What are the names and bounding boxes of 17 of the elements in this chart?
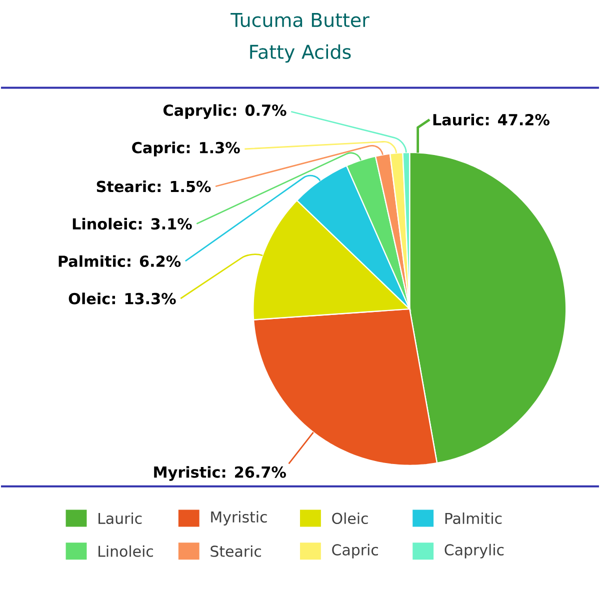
data-label: Myristic: 26.7% xyxy=(154,466,286,481)
legend-label: Lauric xyxy=(98,512,142,524)
legend-label: Linoleic xyxy=(98,545,153,557)
legend-label: Caprylic xyxy=(444,544,504,558)
data-label: Linoleic: 3.1% xyxy=(72,218,192,230)
legend-label: Oleic xyxy=(332,512,368,524)
legend-label: Stearic xyxy=(210,545,261,557)
data-label: Capric: 1.3% xyxy=(132,142,240,156)
data-label: Stearic: 1.5% xyxy=(96,180,211,192)
chart-title: Tucuma Butter Fatty Acids xyxy=(230,13,370,63)
legend-label: Palmitic xyxy=(445,512,502,524)
data-label: Oleic: 13.3% xyxy=(68,292,176,304)
legend-label: Myristic xyxy=(211,511,267,526)
data-label: Lauric: 47.2% xyxy=(433,114,550,126)
data-label: Palmitic: 6.2% xyxy=(58,255,181,267)
data-label: Caprylic: 0.7% xyxy=(163,104,286,120)
legend-label: Capric xyxy=(332,544,378,558)
